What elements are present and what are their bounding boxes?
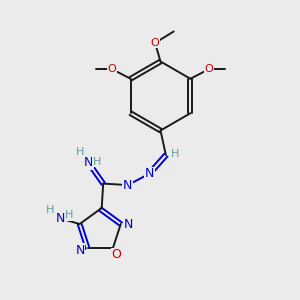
Text: O: O	[108, 64, 116, 74]
Text: H: H	[65, 210, 74, 220]
Text: O: O	[205, 64, 213, 74]
Text: N: N	[83, 156, 93, 169]
Text: N: N	[123, 178, 133, 192]
Text: H: H	[76, 147, 84, 157]
Text: N: N	[145, 167, 154, 180]
Text: H: H	[46, 205, 55, 214]
Text: O: O	[112, 248, 122, 261]
Text: H: H	[93, 157, 101, 167]
Text: H: H	[171, 148, 180, 159]
Text: N: N	[56, 212, 65, 225]
Text: O: O	[151, 38, 160, 48]
Text: N: N	[75, 244, 85, 257]
Text: N: N	[124, 218, 133, 230]
